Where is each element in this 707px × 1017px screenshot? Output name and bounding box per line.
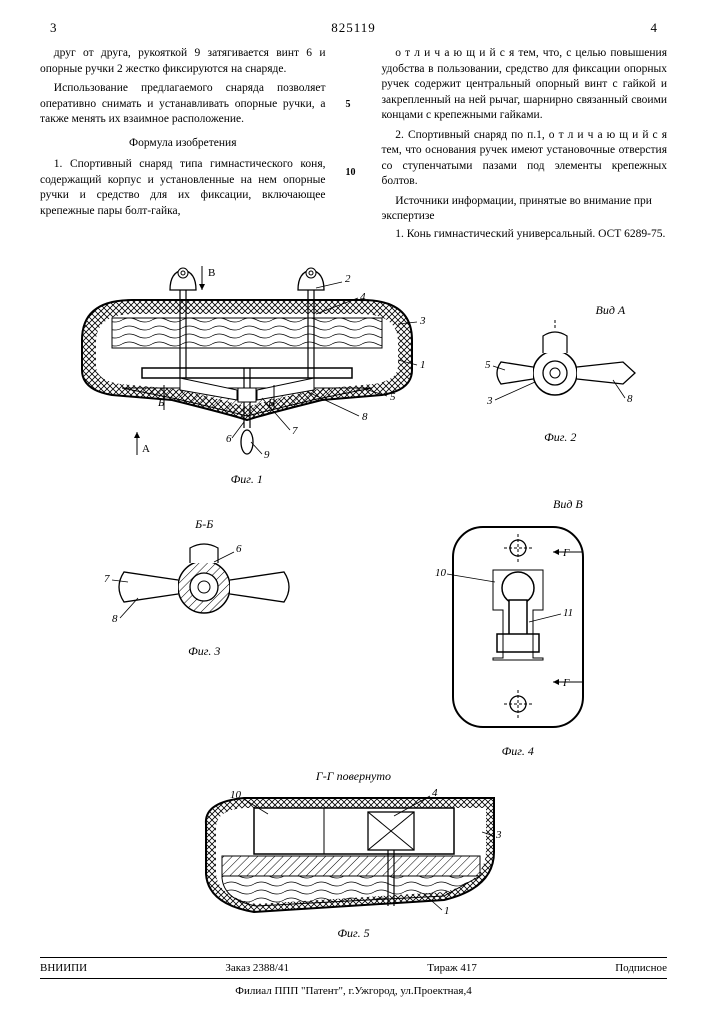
callout-f3-8: 8 — [112, 613, 118, 625]
fig5-svg: 10 4 1 3 — [194, 784, 514, 924]
fig3-section-label: Б-Б — [94, 517, 314, 532]
para-4: о т л и ч а ю щ и й с я тем, что, с цель… — [382, 46, 668, 124]
label-a-bottom: А — [142, 443, 150, 455]
page-header: 3 825119 4 — [40, 20, 667, 36]
callout-4: 4 — [360, 291, 366, 303]
figure-2: Вид А 5 3 8 Фиг. 2 — [475, 303, 645, 445]
fig4-view-label: Вид В — [423, 497, 613, 512]
text-columns: друг от друга, рукояткой 9 затягивается … — [40, 46, 667, 246]
fig3-svg: 7 8 6 — [94, 532, 314, 642]
footer-order: Заказ 2388/41 — [225, 962, 289, 974]
para-3: 1. Спортивный снаряд типа гимнастическог… — [40, 157, 326, 219]
para-6: 1. Конь гимнастический универсальный. ОС… — [382, 227, 668, 243]
column-right: о т л и ч а ю щ и й с я тем, что, с цель… — [382, 46, 668, 246]
callout-2: 2 — [345, 273, 351, 285]
callout-f3-7: 7 — [104, 573, 110, 585]
callout-f5-4: 4 — [432, 787, 438, 799]
callout-f5-10: 10 — [230, 789, 242, 801]
label-v-top: В — [208, 267, 215, 279]
footer-sub: Подписное — [615, 962, 667, 974]
callout-f5-1: 1 — [444, 905, 450, 917]
fig2-view-label: Вид А — [475, 303, 645, 318]
para-1: друг от друга, рукояткой 9 затягивается … — [40, 46, 326, 77]
callout-7: 7 — [292, 425, 298, 437]
footer: ВНИИПИ Заказ 2388/41 Тираж 417 Подписное… — [40, 957, 667, 997]
fig5-section-label: Г-Г повернуто — [194, 769, 514, 784]
formula-title: Формула изобретения — [40, 136, 326, 152]
fig1-svg: В А Б Б 2 4 3 1 — [62, 260, 432, 470]
callout-f5-3: 3 — [495, 829, 502, 841]
callout-f2-5: 5 — [485, 359, 491, 371]
callout-f4-10: 10 — [435, 567, 447, 579]
line-number-gutter: 5 10 — [346, 46, 362, 246]
callout-8: 8 — [362, 411, 368, 423]
figure-4: Вид В Г — [423, 497, 613, 759]
figure-row-3: Г-Г повернуто — [40, 769, 667, 941]
label-g-top: Г — [562, 547, 570, 559]
figure-5: Г-Г повернуто — [194, 769, 514, 941]
footer-line-1: ВНИИПИ Заказ 2388/41 Тираж 417 Подписное — [40, 957, 667, 979]
callout-3: 3 — [419, 315, 426, 327]
line-marker-10: 10 — [346, 166, 356, 180]
patent-page: 3 825119 4 друг от друга, рукояткой 9 за… — [0, 0, 707, 1017]
page-number-right: 4 — [651, 20, 658, 36]
callout-f2-3: 3 — [486, 395, 493, 407]
line-marker-5: 5 — [346, 98, 351, 112]
fig2-svg: 5 3 8 — [475, 318, 645, 428]
figure-1: В А Б Б 2 4 3 1 — [62, 260, 432, 487]
document-number: 825119 — [331, 20, 376, 36]
footer-line-2: Филиал ППП "Патент", г.Ужгород, ул.Проек… — [40, 979, 667, 997]
fig3-caption: Фиг. 3 — [94, 644, 314, 659]
callout-1: 1 — [420, 359, 426, 371]
label-g-bot: Г — [562, 677, 570, 689]
callout-f4-11: 11 — [563, 607, 573, 619]
column-left: друг от друга, рукояткой 9 затягивается … — [40, 46, 326, 246]
callout-5: 5 — [390, 391, 396, 403]
callout-6: 6 — [226, 433, 232, 445]
footer-org: ВНИИПИ — [40, 962, 87, 974]
fig2-caption: Фиг. 2 — [475, 430, 645, 445]
para-2: Использование предлагаемого снаряда позв… — [40, 81, 326, 128]
fig4-svg: Г Г 10 11 — [423, 512, 613, 742]
callout-f3-6: 6 — [236, 543, 242, 555]
callout-f2-8: 8 — [627, 393, 633, 405]
sources-title: Источники информации, принятые во вниман… — [382, 194, 668, 225]
fig5-caption: Фиг. 5 — [194, 926, 514, 941]
figure-3: Б-Б 7 8 6 — [94, 517, 314, 659]
callout-9: 9 — [264, 449, 270, 461]
page-number-left: 3 — [50, 20, 57, 36]
figure-row-1: В А Б Б 2 4 3 1 — [40, 260, 667, 487]
figures-block: В А Б Б 2 4 3 1 — [40, 260, 667, 941]
fig1-caption: Фиг. 1 — [62, 472, 432, 487]
fig4-caption: Фиг. 4 — [423, 744, 613, 759]
para-5: 2. Спортивный снаряд по п.1, о т л и ч а… — [382, 128, 668, 190]
footer-tirazh: Тираж 417 — [427, 962, 477, 974]
figure-row-2: Б-Б 7 8 6 — [40, 497, 667, 759]
